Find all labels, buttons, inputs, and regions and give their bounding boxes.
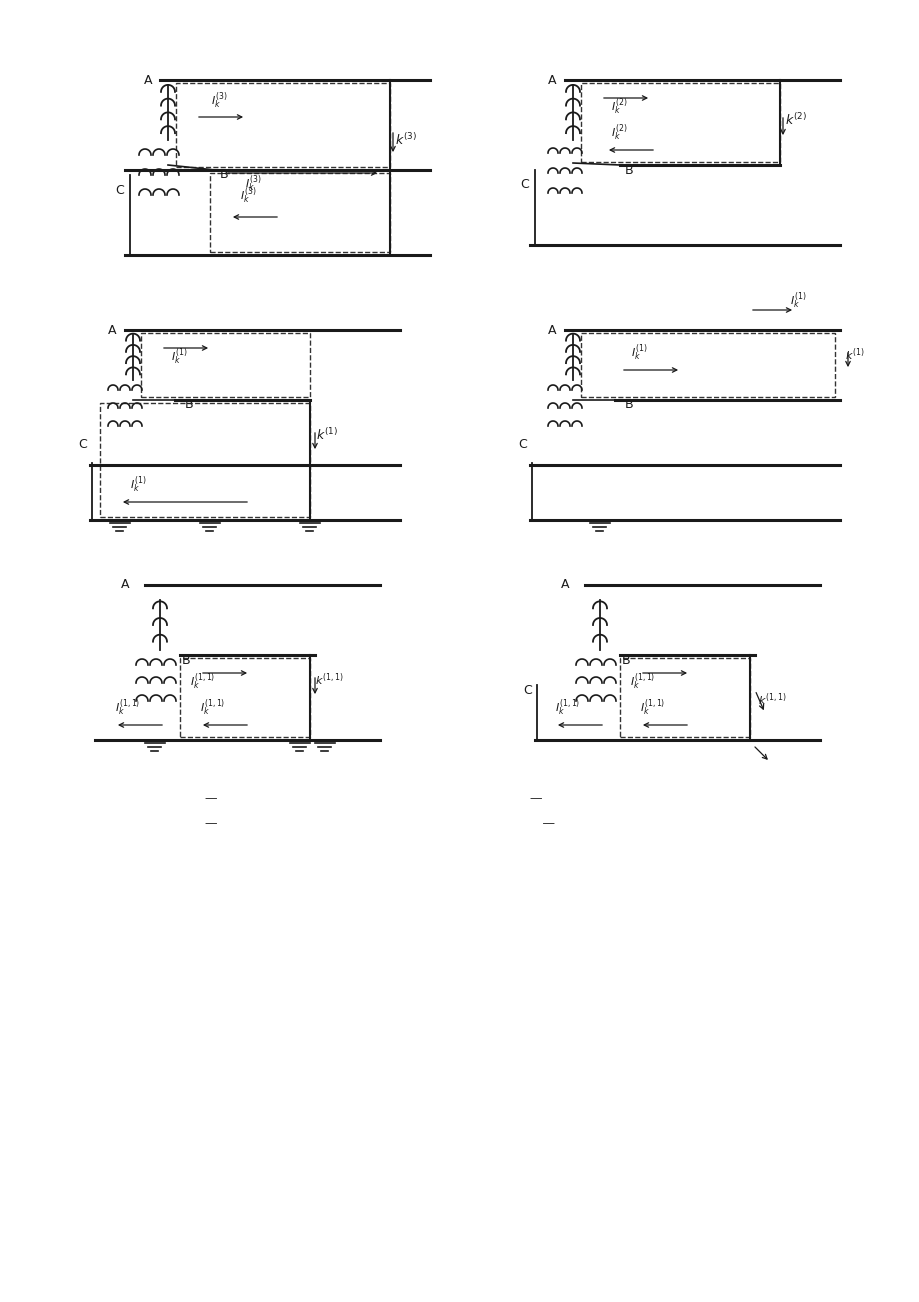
Text: C: C xyxy=(520,178,528,191)
Bar xyxy=(581,333,834,397)
Text: $I_k^{(2)}$: $I_k^{(2)}$ xyxy=(610,96,627,117)
Text: B: B xyxy=(624,398,633,411)
Text: $I_k^{(1)}$: $I_k^{(1)}$ xyxy=(789,290,806,311)
Text: $I_k^{(1)}$: $I_k^{(1)}$ xyxy=(171,346,187,367)
Text: $I_k^{(1,1)}$: $I_k^{(1,1)}$ xyxy=(554,698,580,719)
Text: B: B xyxy=(185,398,193,411)
Text: A: A xyxy=(561,578,569,591)
Text: C: C xyxy=(116,184,124,197)
Text: C: C xyxy=(78,439,87,452)
Text: A: A xyxy=(547,73,556,86)
Text: $I_k^{(1,1)}$: $I_k^{(1,1)}$ xyxy=(190,672,215,693)
Text: k(1)—单相短路: k(1)—单相短路 xyxy=(154,823,267,827)
Text: $I_k^{(3)}$: $I_k^{(3)}$ xyxy=(210,91,227,112)
Bar xyxy=(180,658,310,737)
Text: $I_k^{(1)}$: $I_k^{(1)}$ xyxy=(130,475,146,495)
Text: B: B xyxy=(182,654,190,667)
Text: $k^{(1)}$: $k^{(1)}$ xyxy=(844,346,864,363)
Text: $k^{(1)}$: $k^{(1)}$ xyxy=(315,427,337,443)
Bar xyxy=(141,333,310,397)
Text: k ₁.₁—两相接地短路: k ₁.₁—两相接地短路 xyxy=(480,823,630,827)
Text: $k^{(3)}$: $k^{(3)}$ xyxy=(394,132,416,148)
Text: A: A xyxy=(108,323,116,336)
Text: k(3)—三相短路: k(3)—三相短路 xyxy=(154,798,267,802)
Text: B: B xyxy=(621,654,630,667)
Bar xyxy=(176,83,390,167)
Text: $I_k^{(3)}$: $I_k^{(3)}$ xyxy=(240,186,256,207)
Text: $I_k^{(3)}$: $I_k^{(3)}$ xyxy=(244,173,261,194)
Bar xyxy=(581,83,779,161)
Text: A: A xyxy=(143,73,152,86)
Text: $k^{(1,1)}$: $k^{(1,1)}$ xyxy=(757,691,786,708)
Text: $I_k^{(1,1)}$: $I_k^{(1,1)}$ xyxy=(115,698,141,719)
Text: k(2)—两相短路: k(2)—两相短路 xyxy=(480,798,592,802)
Text: C: C xyxy=(518,439,527,452)
Bar xyxy=(210,173,390,253)
Text: A: A xyxy=(547,323,556,336)
Text: $I_k^{(1)}$: $I_k^{(1)}$ xyxy=(630,342,647,363)
Text: $I_k^{(1,1)}$: $I_k^{(1,1)}$ xyxy=(640,698,664,719)
Text: B: B xyxy=(624,164,633,177)
Text: B: B xyxy=(220,168,229,181)
Text: $k^{(2)}$: $k^{(2)}$ xyxy=(784,112,806,128)
Text: $k^{(1,1)}$: $k^{(1,1)}$ xyxy=(314,672,343,689)
Text: C: C xyxy=(523,684,532,697)
Bar xyxy=(100,404,310,517)
Text: $I_k^{(1,1)}$: $I_k^{(1,1)}$ xyxy=(199,698,225,719)
Text: A: A xyxy=(120,578,129,591)
Bar xyxy=(619,658,749,737)
Text: $I_k^{(2)}$: $I_k^{(2)}$ xyxy=(610,122,627,143)
Text: $I_k^{(1,1)}$: $I_k^{(1,1)}$ xyxy=(630,672,654,693)
